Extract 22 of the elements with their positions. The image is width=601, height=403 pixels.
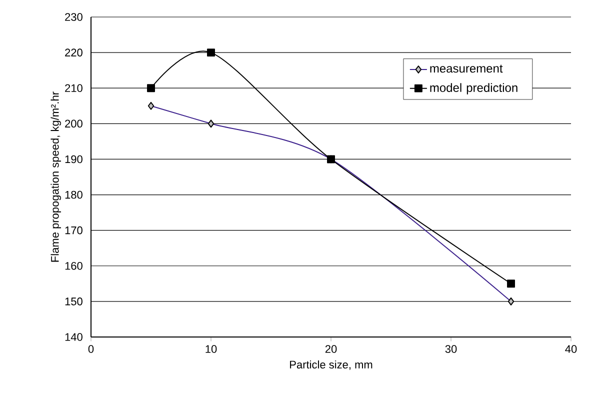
y-tick-label: 180 (65, 190, 82, 199)
x-tick-label: 30 (445, 345, 457, 353)
x-tick-label: 0 (88, 345, 94, 353)
x-axis-title: Particle size, mm (290, 360, 372, 370)
y-tick-label: 230 (65, 13, 82, 21)
legend-label: model prediction (430, 83, 518, 94)
legend-label: measurement (430, 64, 503, 73)
y-tick-label: 160 (65, 262, 82, 270)
y-tick-label: 170 (65, 226, 82, 234)
x-tick-label: 20 (325, 345, 337, 353)
x-tick-label: 10 (206, 345, 217, 353)
point (207, 48, 215, 57)
y-tick-label: 140 (65, 333, 82, 341)
y-tick-label: 210 (65, 84, 82, 92)
y-axis-title: Flame propogation speed, kg/m².hr (50, 92, 61, 262)
y-tick-label: 150 (65, 298, 82, 306)
point (507, 280, 515, 288)
x-tick-label: 40 (565, 345, 577, 353)
y-tick-label: 190 (65, 155, 82, 164)
point (147, 84, 155, 92)
y-tick-label: 200 (65, 120, 82, 128)
y-tick-label: 220 (65, 48, 82, 56)
